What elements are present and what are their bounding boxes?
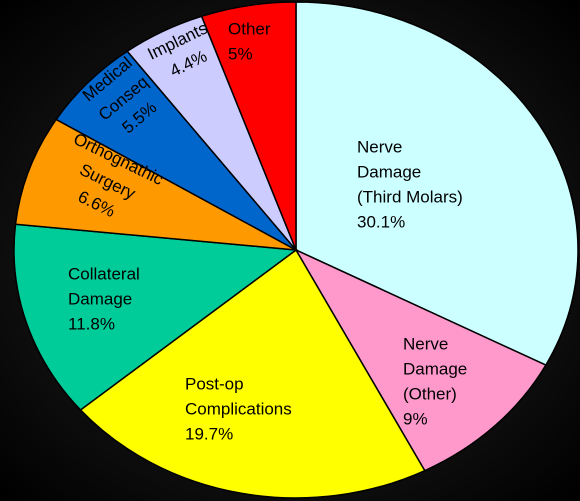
slice-label: Other 5% — [228, 19, 271, 63]
pie-slice — [294, 248, 547, 472]
slice-label: Nerve Damage (Third Molars) 30.1% — [357, 137, 463, 231]
pie-slice — [13, 223, 299, 411]
pie-slice — [14, 118, 297, 251]
category-label: Collateral — [68, 264, 140, 283]
category-label: Nerve — [403, 334, 448, 353]
slice-label: Collateral Damage 11.8% — [68, 264, 140, 333]
pie-slice — [79, 248, 426, 499]
pie-slice — [200, 1, 297, 251]
slice-label: Post-op Complications 19.7% — [185, 374, 292, 443]
category-label: Nerve — [357, 137, 402, 156]
category-label: Complications — [185, 399, 292, 418]
category-label: Damage — [403, 359, 467, 378]
slice-label: Nerve Damage (Other) 9% — [403, 334, 467, 428]
value-label: 5% — [228, 44, 253, 63]
pie-slice — [295, 1, 579, 367]
value-label: 19.7% — [185, 424, 233, 443]
category-label: Damage — [68, 289, 132, 308]
category-label: Post-op — [185, 374, 244, 393]
value-label: 11.8% — [68, 314, 115, 333]
category-label: Other — [228, 19, 271, 38]
value-label: 9% — [403, 409, 428, 428]
category-label: (Third Molars) — [357, 187, 463, 206]
category-label: Damage — [357, 162, 421, 181]
value-label: 30.1% — [357, 212, 405, 231]
category-label: (Other) — [403, 384, 457, 403]
